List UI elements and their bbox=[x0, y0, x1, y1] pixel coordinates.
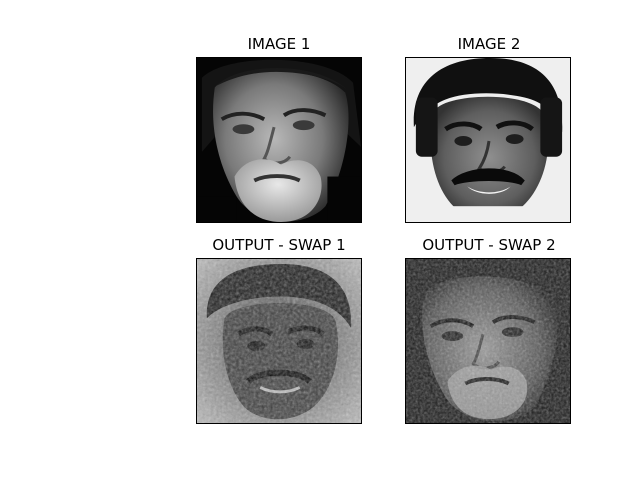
output-swap-2-panel bbox=[405, 258, 571, 424]
output-swap-1-panel bbox=[196, 258, 362, 424]
panel-title-output-swap-2: OUTPUT - SWAP 2 bbox=[422, 236, 556, 254]
output-swap-2-face bbox=[406, 259, 570, 423]
panel-title-image-1: IMAGE 1 bbox=[247, 35, 311, 53]
image-2-face bbox=[406, 58, 570, 222]
panel-title-output-swap-1: OUTPUT - SWAP 1 bbox=[212, 236, 346, 254]
panel-title-image-2: IMAGE 2 bbox=[457, 35, 521, 53]
image-2-panel bbox=[405, 57, 571, 223]
image-1-panel bbox=[196, 57, 362, 223]
output-swap-1-face bbox=[197, 259, 361, 423]
image-1-face bbox=[197, 58, 361, 222]
